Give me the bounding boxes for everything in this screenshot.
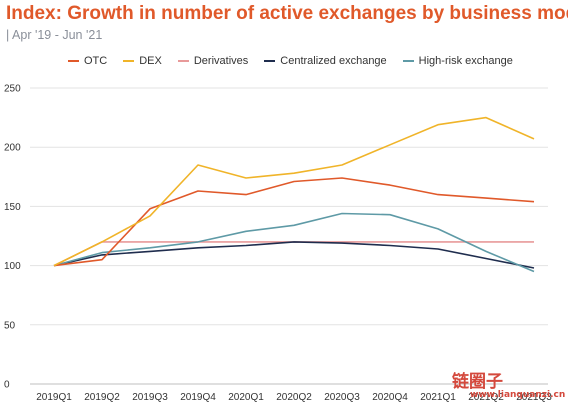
x-tick-label: 2019Q1	[36, 392, 72, 403]
legend-swatch-high-risk-exchange	[402, 60, 414, 62]
legend-item-dex: DEX	[123, 55, 162, 67]
legend-swatch-centralized-exchange	[264, 60, 276, 62]
legend-label-otc: OTC	[84, 55, 108, 67]
series-line-dex	[53, 116, 535, 267]
legend-item-high-risk-exchange: High-risk exchange	[402, 55, 513, 67]
y-axis: 0 50 100 150 200 250	[4, 84, 21, 391]
y-tick-label: 150	[4, 202, 21, 213]
gridlines	[30, 87, 548, 385]
x-tick-label: 2019Q4	[180, 392, 216, 403]
series-line-centralized-exchange	[53, 241, 535, 269]
series-line-high-risk-exchange	[53, 212, 535, 273]
x-tick-label: 2021Q2	[468, 392, 504, 403]
legend-item-centralized-exchange: Centralized exchange	[264, 55, 387, 67]
x-tick-label: 2020Q3	[324, 392, 360, 403]
watermark-url: www.lianquanzi.cn	[470, 390, 566, 400]
x-tick-label: 2019Q3	[132, 392, 168, 403]
legend-swatch-dex	[123, 60, 135, 62]
legend-label-dex: DEX	[139, 55, 162, 67]
x-tick-label: 2019Q2	[84, 392, 120, 403]
y-tick-label: 200	[4, 143, 21, 154]
y-tick-label: 250	[4, 84, 21, 95]
x-axis: 2019Q1 2019Q2 2019Q3 2019Q4 2020Q1 2020Q2 2020…	[36, 392, 552, 403]
x-tick-label: 2021Q3	[516, 392, 552, 403]
legend-item-derivatives: Derivatives	[177, 55, 249, 67]
watermark-logo-text: 链圈子	[452, 372, 503, 392]
legend-swatch-derivatives	[177, 60, 189, 62]
x-tick-label: 2020Q2	[276, 392, 312, 403]
legend-swatch-otc	[68, 60, 79, 62]
x-tick-label: 2021Q1	[420, 392, 456, 403]
chart-legend: OTC DEX Derivatives Centralized exchange…	[68, 55, 513, 67]
series-lines	[53, 116, 535, 273]
legend-label-high-risk-exchange: High-risk exchange	[418, 55, 513, 67]
y-tick-label: 0	[4, 380, 10, 391]
legend-item-otc: OTC	[68, 55, 107, 67]
y-tick-label: 100	[4, 261, 21, 272]
y-tick-label: 50	[4, 320, 16, 331]
chart-title: Index: Growth in number of active exchan…	[6, 3, 568, 24]
x-tick-label: 2020Q4	[372, 392, 408, 403]
chart-subtitle: | Apr '19 - Jun '21	[6, 28, 103, 42]
legend-label-derivatives: Derivatives	[193, 55, 249, 67]
x-tick-label: 2020Q1	[228, 392, 264, 403]
legend-label-centralized-exchange: Centralized exchange	[280, 55, 387, 67]
series-line-otc	[53, 177, 535, 267]
